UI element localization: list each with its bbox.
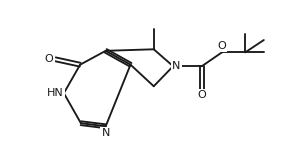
Text: O: O: [45, 54, 53, 64]
Text: O: O: [218, 41, 226, 51]
Text: N: N: [101, 128, 110, 138]
Text: HN: HN: [47, 88, 64, 98]
Text: N: N: [172, 61, 180, 71]
Text: O: O: [197, 91, 206, 100]
